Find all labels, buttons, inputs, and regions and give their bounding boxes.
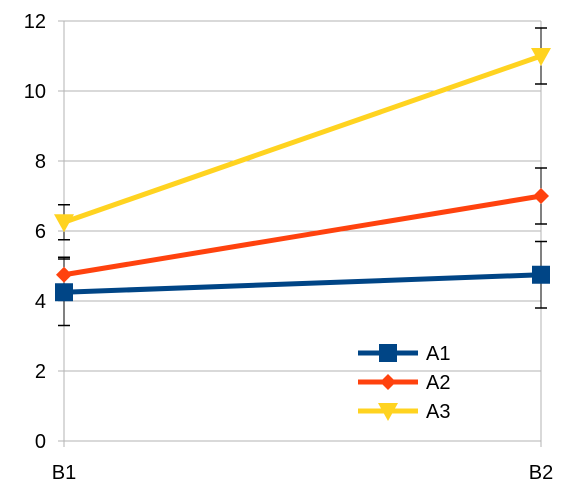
legend: A1 A2 A3 — [358, 343, 450, 423]
legend-marker-A1 — [379, 344, 397, 362]
legend-label-A3: A3 — [426, 401, 450, 423]
x-tick-label: B2 — [529, 462, 553, 484]
legend-marker-A3 — [378, 403, 398, 421]
y-tick-label: 0 — [35, 431, 46, 453]
y-tick-label: 6 — [35, 221, 46, 243]
y-tick-label: 8 — [35, 151, 46, 173]
series-line-A1 — [63, 272, 542, 295]
data-point-A2-B1 — [56, 266, 72, 283]
data-point-A3-B1 — [54, 214, 74, 233]
series-line-A2 — [63, 193, 542, 278]
data-point-A1-B2 — [532, 265, 550, 284]
data-point-A3-B2 — [531, 48, 551, 66]
grid-lines — [64, 20, 542, 441]
data-point-A2-B2 — [533, 188, 549, 204]
y-tick-label: 10 — [24, 81, 46, 103]
y-tick-label: 4 — [35, 291, 46, 313]
data-point-A1-B1 — [55, 283, 73, 302]
series-lines — [63, 53, 542, 295]
legend-label-A1: A1 — [426, 343, 450, 365]
y-tick-label: 12 — [24, 11, 46, 33]
data-markers — [54, 48, 551, 302]
y-tick-label: 2 — [35, 361, 46, 383]
legend-label-A2: A2 — [426, 372, 450, 394]
error-bars — [58, 27, 547, 327]
series-line-A3 — [63, 53, 542, 225]
tick-labels: 0 2 4 6 8 10 12 B1 B2 — [24, 11, 553, 484]
x-tick-label: B1 — [52, 462, 76, 484]
legend-marker-A2 — [380, 374, 396, 390]
